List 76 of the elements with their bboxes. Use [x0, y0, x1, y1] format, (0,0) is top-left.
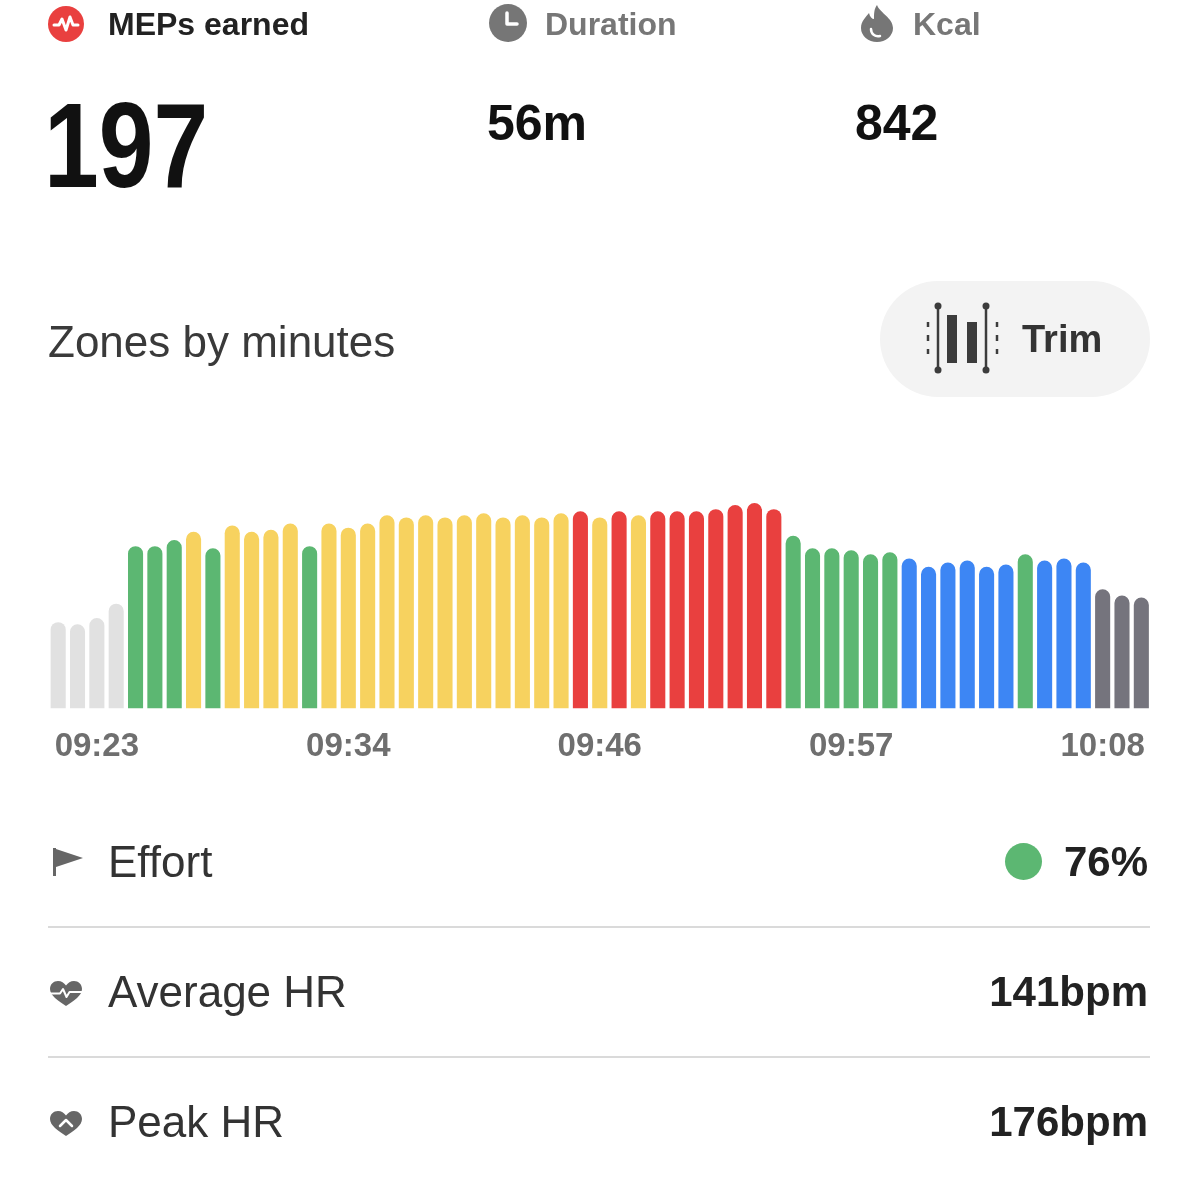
bar	[1095, 589, 1111, 709]
bar	[263, 529, 279, 709]
bar	[863, 554, 879, 709]
bar	[340, 527, 356, 709]
bar	[128, 546, 144, 709]
text: MEPs earned	[108, 5, 309, 42]
text: 76%	[1063, 838, 1148, 886]
bar	[650, 511, 666, 709]
bar	[553, 513, 569, 709]
bar	[224, 525, 240, 709]
text: 56m	[487, 94, 588, 151]
bar	[302, 546, 318, 709]
bar	[708, 509, 724, 709]
x-tick-label: 09:57	[808, 726, 894, 764]
bar	[1114, 595, 1130, 709]
bar	[688, 511, 704, 709]
text: 197	[44, 78, 209, 213]
bar	[514, 515, 530, 709]
text: Average HR	[108, 966, 347, 1016]
bar	[824, 548, 840, 709]
bar	[979, 566, 995, 709]
bar	[147, 546, 163, 709]
bar	[244, 531, 260, 709]
x-tick-label: 09:23	[54, 726, 140, 764]
bar	[1037, 560, 1053, 709]
bar	[611, 511, 627, 709]
bar	[282, 523, 298, 709]
bar	[495, 517, 511, 709]
bar	[69, 624, 86, 709]
bar	[1017, 554, 1033, 709]
text: Effort	[108, 836, 213, 886]
bar	[437, 517, 453, 709]
bar	[418, 515, 434, 709]
text: Peak HR	[108, 1096, 285, 1146]
bar	[89, 618, 105, 709]
chart-title: Zones by minutes	[48, 316, 396, 366]
bar	[50, 622, 66, 709]
bar	[727, 505, 743, 709]
x-tick-label: 09:34	[306, 726, 392, 764]
bar	[882, 552, 898, 709]
bar	[669, 511, 685, 709]
bar	[630, 515, 646, 709]
bar	[766, 509, 782, 709]
bar	[804, 548, 821, 709]
bar	[1133, 597, 1149, 709]
bar	[456, 515, 472, 709]
bar	[959, 560, 975, 709]
bar	[998, 564, 1014, 709]
text: 176bpm	[989, 1098, 1148, 1146]
text: 141bpm	[989, 968, 1148, 1016]
bar	[785, 535, 801, 709]
bar	[843, 550, 859, 709]
bar	[108, 603, 124, 709]
bar	[321, 523, 337, 709]
bar	[572, 511, 588, 709]
bar	[360, 523, 376, 709]
bar	[398, 517, 414, 709]
bar	[166, 539, 182, 709]
x-tick-label: 09:46	[557, 726, 642, 764]
text: Kcal	[913, 5, 981, 42]
bar	[901, 558, 917, 709]
bar	[1056, 558, 1072, 709]
text: Duration	[545, 5, 677, 42]
bar	[940, 562, 956, 709]
bar	[476, 513, 492, 709]
bar	[1075, 562, 1091, 709]
bar	[186, 531, 202, 709]
text: 842	[855, 94, 939, 151]
bar	[205, 548, 221, 709]
bar	[379, 515, 395, 709]
bar	[534, 517, 550, 709]
trim-button[interactable]: Trim	[880, 281, 1150, 397]
bar	[746, 503, 763, 709]
x-tick-label: 10:08	[1060, 726, 1145, 764]
bar	[921, 566, 937, 709]
bar	[592, 517, 608, 709]
